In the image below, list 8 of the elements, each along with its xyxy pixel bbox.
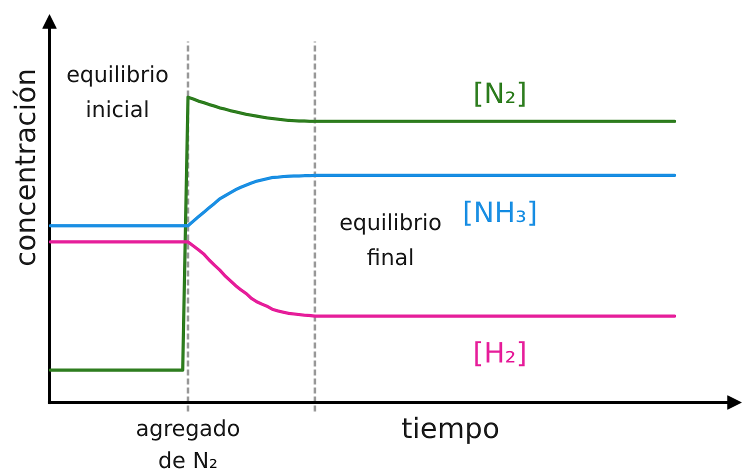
annotation: equilibrio final — [339, 211, 442, 271]
y-axis-title: concentración — [9, 68, 42, 267]
series-label: [N₂] — [472, 76, 528, 110]
text: agregado de N₂ — [136, 417, 240, 474]
x-axis-title: tiempo — [401, 412, 500, 445]
series-label: [NH₃] — [462, 196, 538, 229]
series-label: [H₂] — [472, 336, 528, 370]
annotation: equilibrio inicial — [66, 63, 169, 123]
